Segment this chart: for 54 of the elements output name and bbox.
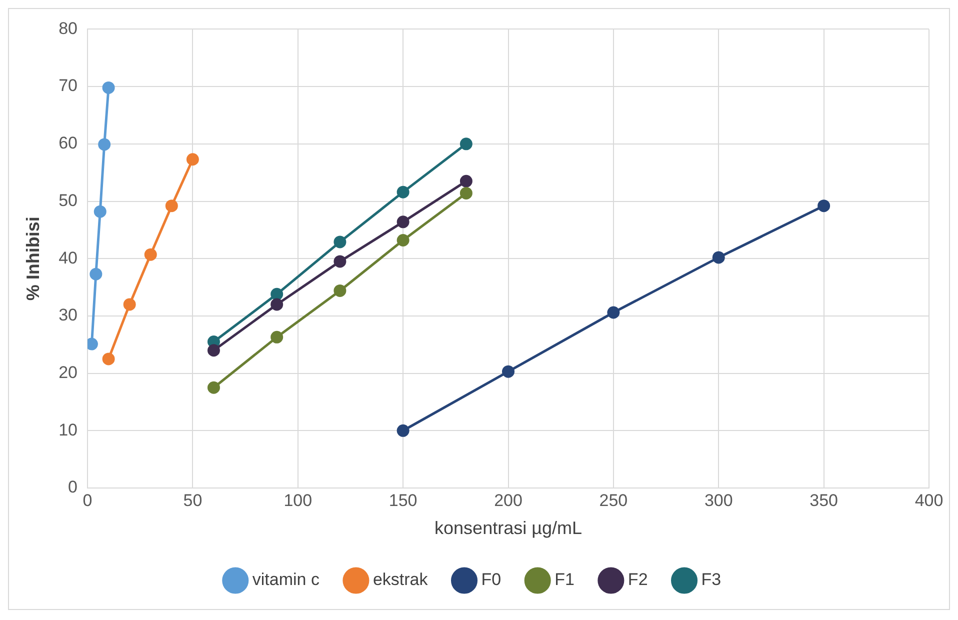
point (102, 81, 115, 94)
point (270, 298, 284, 311)
x-tick-label: 250 (599, 490, 628, 510)
x-tick-label: 200 (494, 490, 522, 510)
x-tick-label: 100 (284, 490, 312, 510)
x-axis-title: konsentrasi µg/mL (434, 518, 582, 538)
y-tick-label: 80 (58, 18, 78, 38)
legend-label: F2 (628, 570, 648, 590)
legend-label: F1 (554, 570, 574, 590)
y-tick-label: 40 (58, 248, 78, 268)
y-tick-label: 0 (68, 478, 78, 497)
point (396, 216, 410, 228)
point (334, 284, 346, 297)
x-tick-label: 50 (183, 490, 202, 510)
point (334, 236, 346, 248)
point (460, 186, 472, 200)
y-tick-label: 20 (58, 362, 78, 382)
point (270, 330, 284, 344)
point (818, 200, 830, 212)
legend-label: F0 (481, 570, 502, 590)
point (102, 352, 115, 366)
point (207, 381, 220, 394)
point (396, 234, 410, 246)
y-axis-title: % Inhibisi (22, 216, 43, 301)
point (460, 138, 472, 150)
point (165, 200, 178, 212)
point (502, 365, 515, 378)
point (712, 251, 725, 264)
point (144, 248, 157, 261)
y-tick-label: 50 (58, 190, 78, 210)
point (396, 424, 410, 437)
point (607, 306, 620, 319)
y-tick-label: 60 (58, 134, 78, 153)
y-tick-label: 30 (58, 306, 78, 325)
point (94, 205, 106, 218)
point (270, 288, 284, 300)
point (334, 255, 346, 268)
x-tick-label: 150 (388, 490, 418, 510)
legend-label: F3 (701, 570, 722, 590)
legend-label: vitamin c (252, 570, 320, 590)
point (207, 344, 220, 357)
legend-label: ekstrak (372, 570, 428, 590)
point (123, 298, 136, 311)
point (460, 174, 472, 188)
point (90, 268, 102, 280)
y-tick-label: 10 (58, 420, 78, 440)
y-tick-label: 70 (58, 76, 78, 96)
point (98, 138, 111, 151)
point (396, 186, 410, 198)
x-tick-label: 350 (810, 490, 838, 510)
x-tick-label: 0 (82, 490, 92, 510)
point (186, 153, 199, 166)
x-tick-label: 400 (914, 490, 944, 510)
x-tick-label: 300 (704, 490, 733, 510)
